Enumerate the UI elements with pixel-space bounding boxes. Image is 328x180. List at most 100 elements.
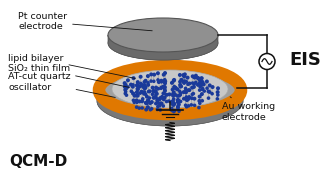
Circle shape (144, 101, 148, 105)
Circle shape (191, 93, 194, 96)
Text: lipid bilayer: lipid bilayer (8, 53, 135, 78)
Circle shape (184, 97, 188, 101)
Circle shape (146, 74, 150, 78)
Circle shape (170, 109, 174, 112)
Circle shape (161, 104, 165, 108)
Ellipse shape (97, 65, 243, 115)
Circle shape (131, 92, 135, 95)
Circle shape (184, 103, 187, 107)
Circle shape (143, 84, 147, 88)
Circle shape (188, 88, 191, 92)
Circle shape (171, 101, 175, 104)
Circle shape (163, 85, 167, 89)
Circle shape (176, 107, 180, 111)
Circle shape (123, 85, 127, 89)
Circle shape (133, 101, 136, 104)
Circle shape (187, 104, 190, 108)
Circle shape (202, 82, 206, 86)
Circle shape (182, 90, 186, 94)
Circle shape (156, 87, 160, 91)
Circle shape (154, 86, 158, 90)
Circle shape (194, 74, 198, 78)
Text: Pt counter
electrode: Pt counter electrode (18, 12, 152, 31)
Circle shape (139, 82, 142, 85)
Circle shape (144, 79, 148, 83)
Circle shape (172, 78, 176, 82)
Circle shape (207, 96, 210, 100)
Circle shape (145, 102, 149, 105)
Circle shape (205, 80, 209, 84)
Circle shape (136, 94, 140, 98)
Circle shape (137, 106, 141, 110)
Circle shape (190, 96, 194, 100)
Circle shape (171, 92, 175, 96)
Circle shape (163, 88, 167, 92)
Text: EIS: EIS (289, 51, 321, 69)
Circle shape (210, 92, 214, 96)
Circle shape (152, 80, 155, 83)
Circle shape (178, 83, 182, 87)
Circle shape (158, 108, 162, 112)
Circle shape (149, 108, 152, 112)
Circle shape (129, 83, 133, 87)
Circle shape (175, 87, 180, 91)
Circle shape (159, 79, 163, 83)
Circle shape (176, 98, 180, 102)
Circle shape (196, 76, 200, 80)
Circle shape (159, 87, 163, 90)
Polygon shape (97, 90, 243, 126)
Circle shape (163, 81, 167, 85)
Circle shape (185, 98, 189, 102)
Circle shape (182, 97, 186, 101)
Circle shape (161, 85, 165, 89)
Circle shape (176, 98, 180, 102)
Circle shape (142, 80, 147, 84)
Circle shape (158, 103, 162, 107)
Circle shape (216, 93, 220, 97)
Circle shape (159, 86, 163, 89)
Circle shape (200, 99, 204, 103)
Circle shape (199, 77, 203, 81)
Circle shape (151, 93, 154, 96)
Circle shape (190, 86, 194, 90)
Circle shape (123, 83, 128, 87)
Circle shape (163, 86, 167, 90)
Circle shape (197, 106, 201, 109)
Circle shape (179, 100, 182, 103)
Circle shape (158, 104, 161, 107)
Circle shape (176, 105, 180, 109)
Circle shape (198, 102, 202, 105)
Circle shape (202, 89, 206, 93)
Ellipse shape (108, 26, 218, 60)
Circle shape (215, 90, 220, 94)
Circle shape (208, 83, 212, 87)
Circle shape (146, 81, 150, 85)
Circle shape (143, 86, 148, 90)
Circle shape (137, 99, 142, 103)
Circle shape (172, 103, 175, 107)
Circle shape (183, 79, 186, 83)
Circle shape (154, 93, 158, 96)
Circle shape (170, 100, 174, 104)
Circle shape (145, 108, 148, 111)
Circle shape (173, 85, 176, 88)
Circle shape (192, 92, 195, 95)
Circle shape (135, 83, 139, 87)
Circle shape (144, 86, 147, 89)
Circle shape (172, 110, 175, 113)
Circle shape (163, 71, 167, 75)
Circle shape (133, 94, 136, 98)
Circle shape (155, 92, 159, 96)
Polygon shape (108, 35, 218, 60)
Circle shape (200, 92, 204, 96)
Circle shape (138, 84, 142, 88)
Circle shape (132, 98, 135, 102)
Circle shape (158, 96, 162, 100)
Circle shape (156, 105, 160, 108)
Circle shape (135, 87, 139, 91)
Circle shape (158, 97, 162, 101)
Text: QCM-D: QCM-D (9, 154, 67, 170)
Circle shape (200, 83, 203, 87)
Circle shape (172, 97, 175, 101)
Circle shape (178, 73, 182, 77)
